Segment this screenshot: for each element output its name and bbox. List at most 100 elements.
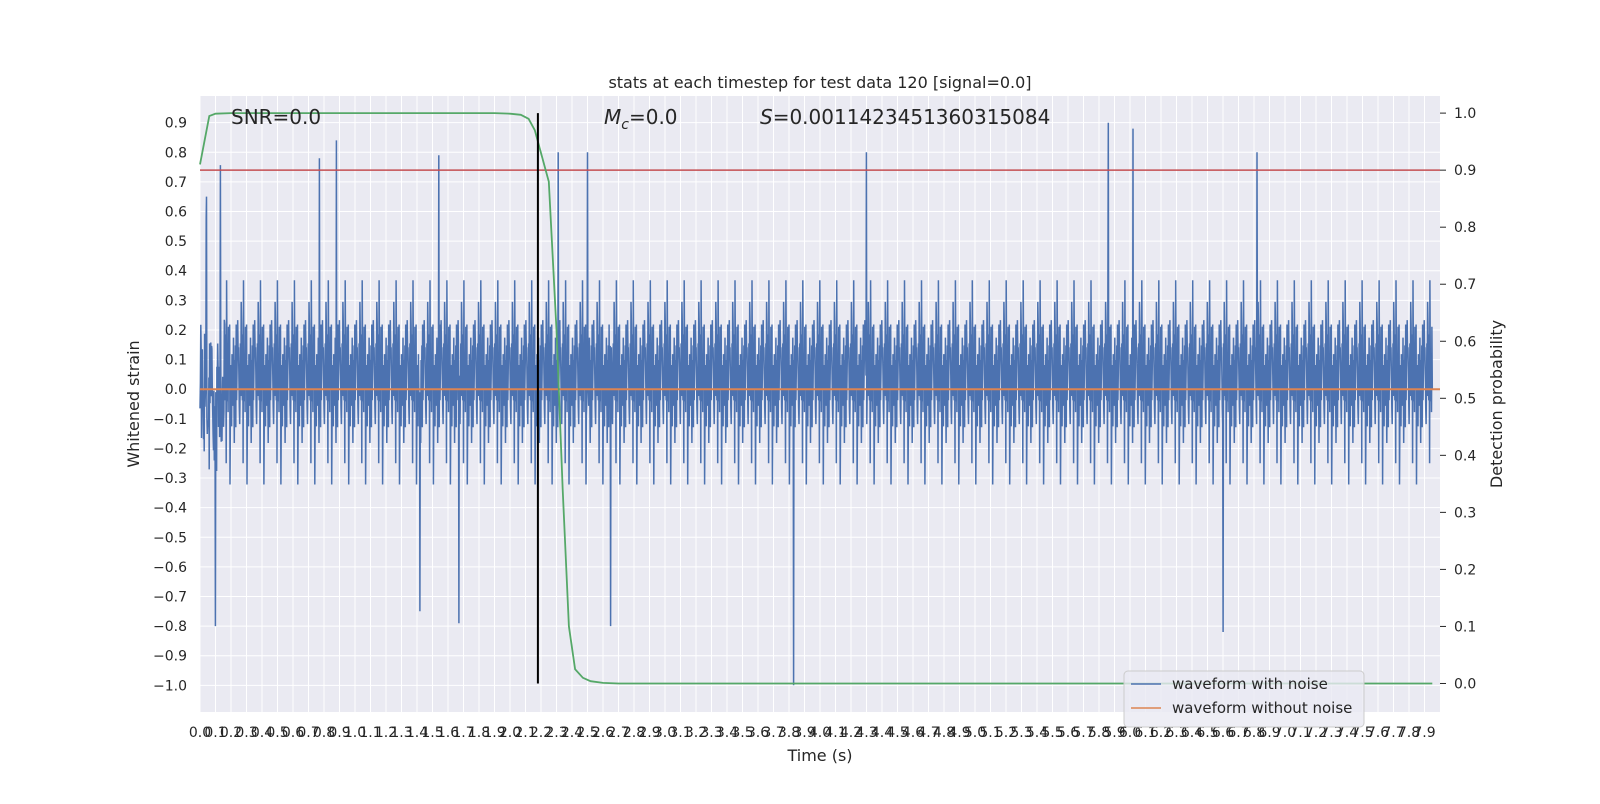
x-tick-label: 1.1 <box>359 725 381 741</box>
legend-box <box>1123 670 1365 728</box>
x-tick-label: 6.3 <box>1165 725 1187 741</box>
x-tick-label: 4.8 <box>933 725 955 741</box>
y-tick-label: 0.9 <box>165 116 187 132</box>
x-tick-label: 0.5 <box>266 725 288 741</box>
x-tick-label: 3.4 <box>716 725 738 741</box>
y2-tick-label: 0.4 <box>1454 448 1476 464</box>
chart-title: stats at each timestep for test data 120… <box>608 73 1031 92</box>
x-tick-label: 4.0 <box>809 725 831 741</box>
x-tick-label: 7.9 <box>1413 725 1435 741</box>
x-tick-label: 3.8 <box>778 725 800 741</box>
x-tick-label: 0.0 <box>189 725 211 741</box>
x-tick-label: 1.4 <box>406 725 428 741</box>
series-waveform-with-noise <box>199 122 1434 686</box>
x-tick-label: 3.1 <box>669 725 691 741</box>
series-lines <box>199 112 1440 685</box>
x-tick-label: 4.5 <box>886 725 908 741</box>
x-tick-label: 0.4 <box>251 725 273 741</box>
x-tick-label: 7.5 <box>1351 725 1373 741</box>
x-tick-label: 7.1 <box>1289 725 1311 741</box>
y-tick-label: −0.9 <box>153 649 187 665</box>
x-tick-label: 6.2 <box>1150 725 1172 741</box>
x-tick-label: 0.8 <box>313 725 335 741</box>
legend-label-noise: waveform with noise <box>1172 675 1328 693</box>
y-tick-label: −0.8 <box>153 619 187 635</box>
y-tick-label: 0.0 <box>165 382 187 398</box>
x-tick-label: 3.6 <box>747 725 769 741</box>
x-tick-label: 3.7 <box>762 725 784 741</box>
x-tick-label: 0.3 <box>235 725 257 741</box>
x-tick-label: 5.8 <box>1088 725 1110 741</box>
x-tick-label: 6.4 <box>1181 725 1203 741</box>
x-tick-label: 2.2 <box>530 725 552 741</box>
x-tick-label: 7.8 <box>1398 725 1420 741</box>
x-tick-label: 3.3 <box>700 725 722 741</box>
x-tick-label: 5.3 <box>1010 725 1032 741</box>
y-tick-label: −0.7 <box>153 590 187 606</box>
x-tick-label: 1.7 <box>452 725 474 741</box>
y-axis-label: Whitened strain <box>124 340 143 467</box>
y2-tick-label: 1.0 <box>1454 106 1476 122</box>
y2-tick-label: 0.5 <box>1454 391 1476 407</box>
x-tick-label: 3.9 <box>793 725 815 741</box>
x-axis-label: Time (s) <box>786 746 852 765</box>
x-tick-label: 2.0 <box>499 725 521 741</box>
x-tick-label: 4.7 <box>917 725 939 741</box>
y2-axis-label: Detection probability <box>1487 320 1506 488</box>
y2-tick-label: 0.1 <box>1454 619 1476 635</box>
x-tick-label: 5.9 <box>1103 725 1125 741</box>
x-tick-label: 7.0 <box>1274 725 1296 741</box>
y-tick-label: −0.5 <box>153 530 187 546</box>
x-tick-label: 0.2 <box>220 725 242 741</box>
x-tick-label: 2.7 <box>607 725 629 741</box>
x-tick-label: 5.4 <box>1026 725 1048 741</box>
x-tick-label: 4.2 <box>840 725 862 741</box>
x-tick-label: 0.1 <box>204 725 226 741</box>
x-tick-label: 4.3 <box>855 725 877 741</box>
x-tick-label: 0.9 <box>328 725 350 741</box>
legend-label-clean: waveform without noise <box>1172 699 1352 717</box>
x-tick-label: 3.0 <box>654 725 676 741</box>
x-tick-label: 4.9 <box>948 725 970 741</box>
chirp-mass-subscript: c <box>621 117 629 133</box>
y-tick-label: −0.3 <box>153 471 187 487</box>
x-tick-label: 7.3 <box>1320 725 1342 741</box>
s-value: =0.0011423451360315084 <box>773 105 1051 129</box>
y2-tick-label: 0.7 <box>1454 277 1476 293</box>
y-tick-label: 0.4 <box>165 264 187 280</box>
y-tick-label: 0.8 <box>165 145 187 161</box>
x-tick-label: 1.5 <box>421 725 443 741</box>
x-tick-label: 5.6 <box>1057 725 1079 741</box>
s-symbol: S <box>760 105 773 129</box>
x-tick-label: 5.0 <box>964 725 986 741</box>
y-tick-label: 0.7 <box>165 175 187 191</box>
x-tick-label: 2.8 <box>623 725 645 741</box>
x-tick-label: 1.8 <box>468 725 490 741</box>
x-tick-label: 5.1 <box>979 725 1001 741</box>
axes: 0.00.10.20.30.40.50.60.70.80.91.01.11.21… <box>153 106 1476 741</box>
x-tick-label: 1.9 <box>483 725 505 741</box>
y2-tick-label: 0.0 <box>1454 676 1476 692</box>
x-tick-label: 1.0 <box>344 725 366 741</box>
x-tick-label: 2.1 <box>514 725 536 741</box>
x-tick-label: 1.6 <box>437 725 459 741</box>
x-tick-label: 1.3 <box>390 725 412 741</box>
x-tick-label: 1.2 <box>375 725 397 741</box>
y-tick-label: 0.1 <box>165 353 187 369</box>
x-tick-label: 6.7 <box>1227 725 1249 741</box>
detection-probability-line <box>199 112 1433 685</box>
x-tick-label: 7.4 <box>1336 725 1358 741</box>
y-tick-label: 0.6 <box>165 205 187 221</box>
x-tick-label: 6.1 <box>1134 725 1156 741</box>
x-tick-label: 6.9 <box>1258 725 1280 741</box>
y2-tick-label: 0.6 <box>1454 334 1476 350</box>
x-tick-label: 6.5 <box>1196 725 1218 741</box>
chirp-mass-annotation: Mc=0.0 <box>604 105 678 133</box>
x-tick-label: 5.5 <box>1041 725 1063 741</box>
x-tick-label: 2.4 <box>561 725 583 741</box>
x-tick-label: 4.6 <box>902 725 924 741</box>
x-tick-label: 2.5 <box>576 725 598 741</box>
y-tick-label: −0.4 <box>153 501 187 517</box>
y-tick-label: 0.2 <box>165 323 187 339</box>
